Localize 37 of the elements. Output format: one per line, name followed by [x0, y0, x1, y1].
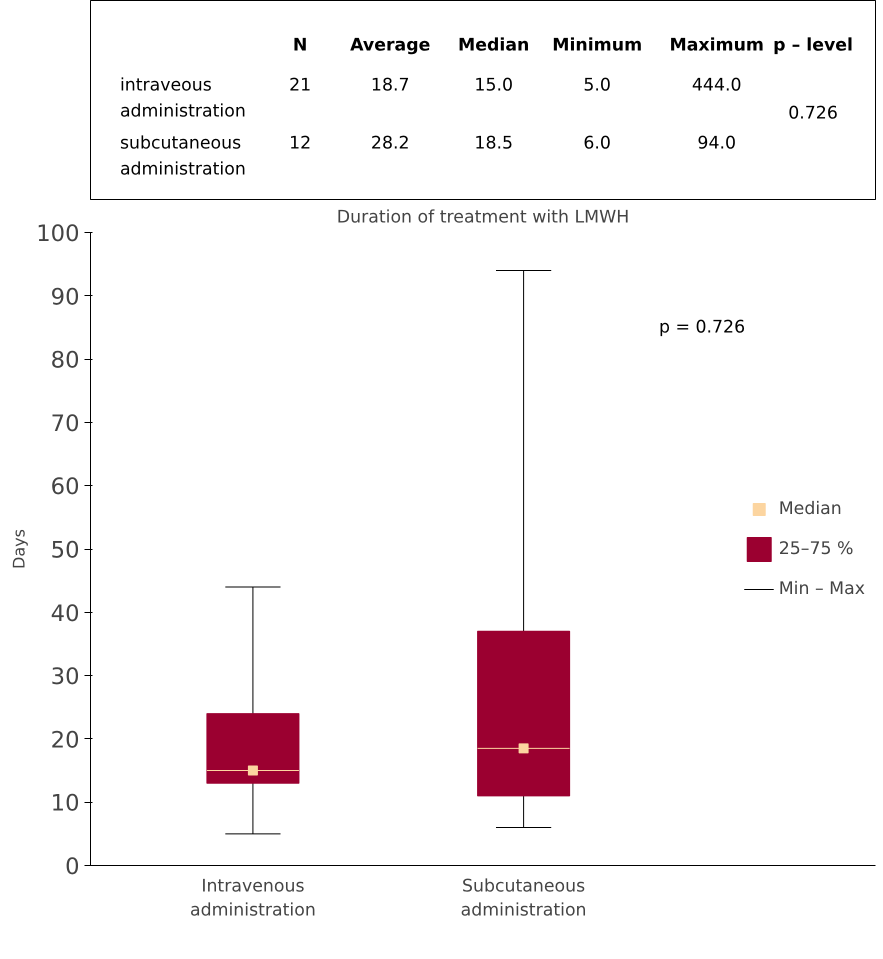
chart-title: Duration of treatment with LMWH	[336, 208, 630, 228]
category-label: N	[292, 36, 308, 56]
annotation: Min – Max	[778, 578, 865, 598]
y-tick-label: 0	[65, 854, 80, 880]
y-tick-label: 100	[36, 221, 80, 247]
y-tick-label: 10	[50, 790, 80, 817]
category-label: Minimum	[552, 36, 642, 56]
category-label: subcutaneous administration	[120, 134, 246, 180]
y-tick-label: 90	[50, 284, 80, 310]
text: 21	[289, 76, 312, 96]
category-label: Median	[458, 36, 530, 56]
category-label: Average	[350, 36, 430, 56]
x-tick-label: Intravenous administration	[190, 876, 316, 920]
annotation: p = 0.726	[658, 317, 746, 338]
y-tick-label: 60	[50, 474, 80, 500]
x-tick-label: Subcutaneous administration	[460, 876, 587, 920]
y-tick-label: 40	[50, 600, 80, 627]
text: 5.0	[583, 76, 611, 96]
y-axis-title: Days	[9, 529, 28, 569]
text: 12	[289, 134, 312, 154]
y-tick-label: 80	[50, 348, 80, 374]
text: 18.5	[474, 134, 514, 154]
text: 0.726	[788, 104, 838, 124]
text: 94.0	[697, 134, 736, 154]
text: 444.0	[692, 76, 742, 96]
text: 18.7	[370, 76, 410, 96]
y-tick-label: 50	[50, 538, 80, 564]
legend-label: Median	[778, 498, 842, 518]
y-tick-label: 30	[50, 664, 80, 690]
category-label: Maximum	[669, 36, 764, 56]
text: 15.0	[474, 76, 514, 96]
category-label: p – level	[773, 36, 853, 56]
text: 6.0	[583, 134, 611, 154]
legend-label: 25–75 %	[778, 538, 854, 558]
text: 28.2	[370, 134, 410, 154]
y-tick-label: 70	[50, 410, 80, 437]
y-tick-label: 20	[50, 727, 80, 754]
